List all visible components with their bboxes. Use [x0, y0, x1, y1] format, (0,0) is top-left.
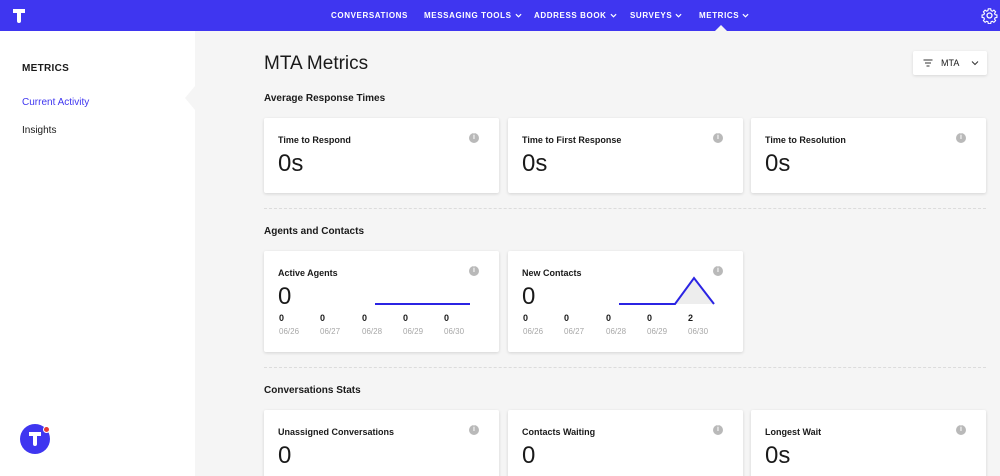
app-logo-icon	[29, 432, 41, 446]
trend-date: 06/28	[606, 327, 627, 336]
chevron-down-icon	[971, 61, 979, 66]
gear-icon[interactable]	[981, 7, 998, 24]
card-value: 0	[522, 442, 536, 469]
metric-card-longest-wait: Longest Wait i 0s	[751, 410, 986, 476]
trend-value: 0	[403, 313, 409, 323]
card-value: 0s	[765, 442, 791, 469]
card-label: Contacts Waiting	[522, 427, 596, 437]
sidebar-active-indicator	[185, 86, 195, 110]
filter-dropdown[interactable]: MTA	[913, 51, 987, 75]
trend-value: 0	[320, 313, 326, 323]
trend-date: 06/26	[523, 327, 544, 336]
metric-card-time-to-resolution: Time to Resolution i 0s	[751, 118, 986, 193]
trend-date: 06/27	[320, 327, 341, 336]
card-value: 0	[278, 442, 292, 469]
trend-value: 0	[362, 313, 368, 323]
notification-dot	[43, 426, 50, 433]
card-value: 0s	[765, 150, 791, 177]
trend-date: 06/29	[403, 327, 424, 336]
info-icon[interactable]: i	[713, 425, 723, 435]
trend-date: 06/30	[444, 327, 465, 336]
sidebar-item-current-activity[interactable]: Current Activity	[22, 97, 90, 108]
section-divider	[264, 367, 986, 368]
sidebar-item-insights[interactable]: Insights	[22, 125, 57, 136]
nav-surveys[interactable]: SURVEYS	[630, 11, 682, 20]
trend-value: 0	[523, 313, 529, 323]
section-divider	[264, 208, 986, 209]
active-nav-indicator	[715, 25, 727, 31]
nav-address-book[interactable]: ADDRESS BOOK	[534, 11, 617, 20]
section-title: Agents and Contacts	[264, 226, 365, 237]
trend-value: 0	[279, 313, 285, 323]
card-label: Active Agents	[278, 268, 338, 278]
trend-date: 06/30	[688, 327, 709, 336]
card-label: Time to First Response	[522, 135, 622, 145]
chevron-down-icon	[515, 13, 522, 18]
card-label: Unassigned Conversations	[278, 427, 395, 437]
chevron-down-icon	[675, 13, 682, 18]
nav-messaging-tools[interactable]: MESSAGING TOOLS	[424, 11, 522, 20]
trend-sparkline	[375, 303, 470, 305]
card-label: New Contacts	[522, 268, 582, 278]
trend-date: 06/28	[362, 327, 383, 336]
info-icon[interactable]: i	[713, 266, 723, 276]
info-icon[interactable]: i	[713, 133, 723, 143]
metric-card-new-contacts: New Contacts i 0 0 0 0 0 2 06/26 06/27 0…	[508, 251, 743, 352]
card-label: Time to Resolution	[765, 135, 846, 145]
info-icon[interactable]: i	[469, 425, 479, 435]
info-icon[interactable]: i	[956, 425, 966, 435]
section-title: Average Response Times	[264, 93, 386, 104]
metric-card-active-agents: Active Agents i 0 0 0 0 0 0 06/26 06/27 …	[264, 251, 499, 352]
info-icon[interactable]: i	[956, 133, 966, 143]
metric-card-time-to-first-response: Time to First Response i 0s	[508, 118, 743, 193]
trend-value: 0	[647, 313, 653, 323]
chevron-down-icon	[610, 13, 617, 18]
top-navbar: CONVERSATIONS MESSAGING TOOLS ADDRESS BO…	[0, 0, 1000, 31]
trend-value: 0	[564, 313, 570, 323]
info-icon[interactable]: i	[469, 133, 479, 143]
metric-card-unassigned-conversations: Unassigned Conversations i 0	[264, 410, 499, 476]
trend-date: 06/29	[647, 327, 668, 336]
sidebar: METRICS Current Activity Insights	[0, 31, 195, 476]
card-label: Time to Respond	[278, 135, 351, 145]
app-logo-icon[interactable]	[12, 8, 26, 24]
card-value: 0	[522, 283, 536, 310]
page-title: MTA Metrics	[264, 53, 369, 74]
trend-sparkline	[619, 276, 715, 305]
sidebar-title: METRICS	[22, 63, 70, 74]
nav-metrics[interactable]: METRICS	[699, 11, 749, 20]
trend-value: 2	[688, 313, 694, 323]
trend-value: 0	[444, 313, 450, 323]
trend-date: 06/27	[564, 327, 585, 336]
trend-date: 06/26	[279, 327, 300, 336]
filter-icon	[923, 59, 933, 67]
chevron-down-icon	[742, 13, 749, 18]
nav-conversations[interactable]: CONVERSATIONS	[331, 11, 408, 20]
metric-card-time-to-respond: Time to Respond i 0s	[264, 118, 499, 193]
trend-value: 0	[606, 313, 612, 323]
section-title: Conversations Stats	[264, 385, 361, 396]
card-value: 0s	[278, 150, 304, 177]
chat-launcher-button[interactable]	[20, 424, 50, 454]
card-label: Longest Wait	[765, 427, 822, 437]
card-value: 0	[278, 283, 292, 310]
filter-label: MTA	[941, 58, 960, 68]
metric-card-contacts-waiting: Contacts Waiting i 0	[508, 410, 743, 476]
info-icon[interactable]: i	[469, 266, 479, 276]
card-value: 0s	[522, 150, 548, 177]
